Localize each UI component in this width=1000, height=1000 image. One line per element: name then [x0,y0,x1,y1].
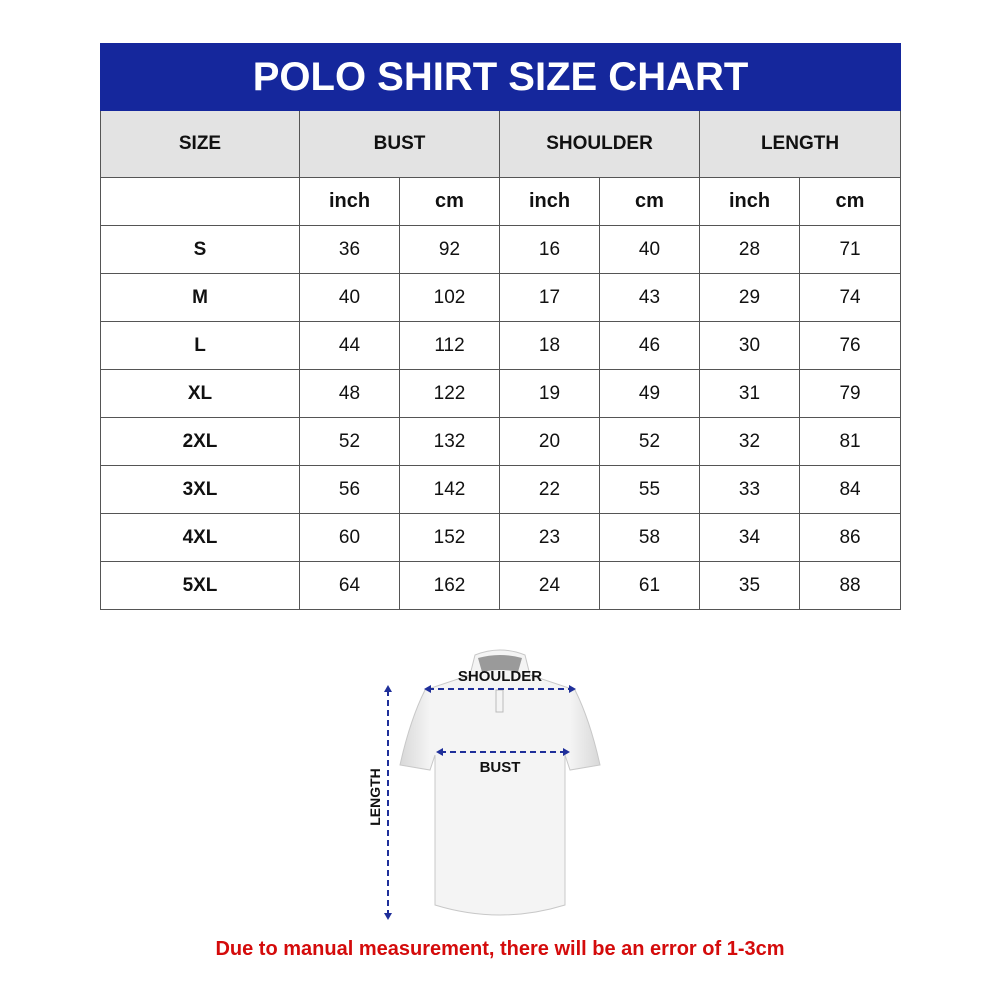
table-row: 3XL 56 142 22 55 33 84 [100,465,902,514]
length-label: LENGTH [367,768,383,826]
chart-title: POLO SHIRT SIZE CHART [99,43,902,111]
value-cell: 23 [499,513,600,562]
value-cell: 33 [699,465,800,514]
table-row: 4XL 60 152 23 58 34 86 [100,513,902,562]
value-cell: 31 [699,369,800,418]
measurement-note: Due to manual measurement, there will be… [215,938,785,960]
size-cell: 3XL [100,465,300,514]
value-cell: 48 [299,369,400,418]
value-cell: 46 [599,321,700,370]
size-cell: 4XL [100,513,300,562]
value-cell: 35 [699,561,800,610]
table-row: 2XL 52 132 20 52 32 81 [100,417,902,466]
value-cell: 86 [798,513,902,562]
value-cell: 34 [699,513,800,562]
value-cell: 16 [499,225,600,274]
value-cell: 52 [599,417,700,466]
unit-label: inch [299,177,400,226]
unit-label: cm [599,177,700,226]
unit-label: inch [699,177,800,226]
header-shoulder: SHOULDER [499,110,700,178]
value-cell: 58 [599,513,700,562]
header-size: SIZE [100,110,300,178]
value-cell: 49 [599,369,700,418]
value-cell: 112 [399,321,500,370]
header-length: LENGTH [698,110,902,178]
value-cell: 92 [399,225,500,274]
value-cell: 40 [299,273,400,322]
unit-blank [100,177,300,226]
value-cell: 64 [299,561,400,610]
value-cell: 81 [798,417,902,466]
value-cell: 22 [499,465,600,514]
value-cell: 76 [798,321,902,370]
size-cell: 5XL [100,561,300,610]
value-cell: 152 [399,513,500,562]
value-cell: 88 [798,561,902,610]
unit-label: cm [798,177,902,226]
header-bust: BUST [299,110,500,178]
value-cell: 102 [399,273,500,322]
value-cell: 71 [798,225,902,274]
unit-label: cm [399,177,500,226]
value-cell: 52 [299,417,400,466]
value-cell: 84 [798,465,902,514]
value-cell: 24 [499,561,600,610]
unit-row: inch cm inch cm inch cm [100,177,902,226]
value-cell: 32 [699,417,800,466]
value-cell: 44 [299,321,400,370]
value-cell: 28 [699,225,800,274]
value-cell: 162 [399,561,500,610]
value-cell: 17 [499,273,600,322]
value-cell: 132 [399,417,500,466]
table-row: M 40 102 17 43 29 74 [100,273,902,322]
size-cell: M [100,273,300,322]
value-cell: 43 [599,273,700,322]
value-cell: 18 [499,321,600,370]
size-chart-table: POLO SHIRT SIZE CHART SIZE BUST SHOULDER… [99,43,902,610]
unit-label: inch [499,177,600,226]
table-row: XL 48 122 19 49 31 79 [100,369,902,418]
table-row: 5XL 64 162 24 61 35 88 [100,561,902,610]
table-row: S 36 92 16 40 28 71 [100,225,902,274]
value-cell: 56 [299,465,400,514]
value-cell: 74 [798,273,902,322]
value-cell: 55 [599,465,700,514]
table-row: L 44 112 18 46 30 76 [100,321,902,370]
value-cell: 40 [599,225,700,274]
value-cell: 60 [299,513,400,562]
bust-label: BUST [480,759,521,776]
shoulder-label: SHOULDER [458,668,542,685]
value-cell: 36 [299,225,400,274]
size-cell: XL [100,369,300,418]
size-cell: L [100,321,300,370]
value-cell: 19 [499,369,600,418]
polo-shirt-illustration: SHOULDER BUST LENGTH [367,649,601,920]
size-cell: 2XL [100,417,300,466]
value-cell: 142 [399,465,500,514]
value-cell: 79 [798,369,902,418]
header-row: SIZE BUST SHOULDER LENGTH [100,110,902,178]
value-cell: 30 [699,321,800,370]
value-cell: 29 [699,273,800,322]
value-cell: 20 [499,417,600,466]
value-cell: 61 [599,561,700,610]
size-cell: S [100,225,300,274]
value-cell: 122 [399,369,500,418]
